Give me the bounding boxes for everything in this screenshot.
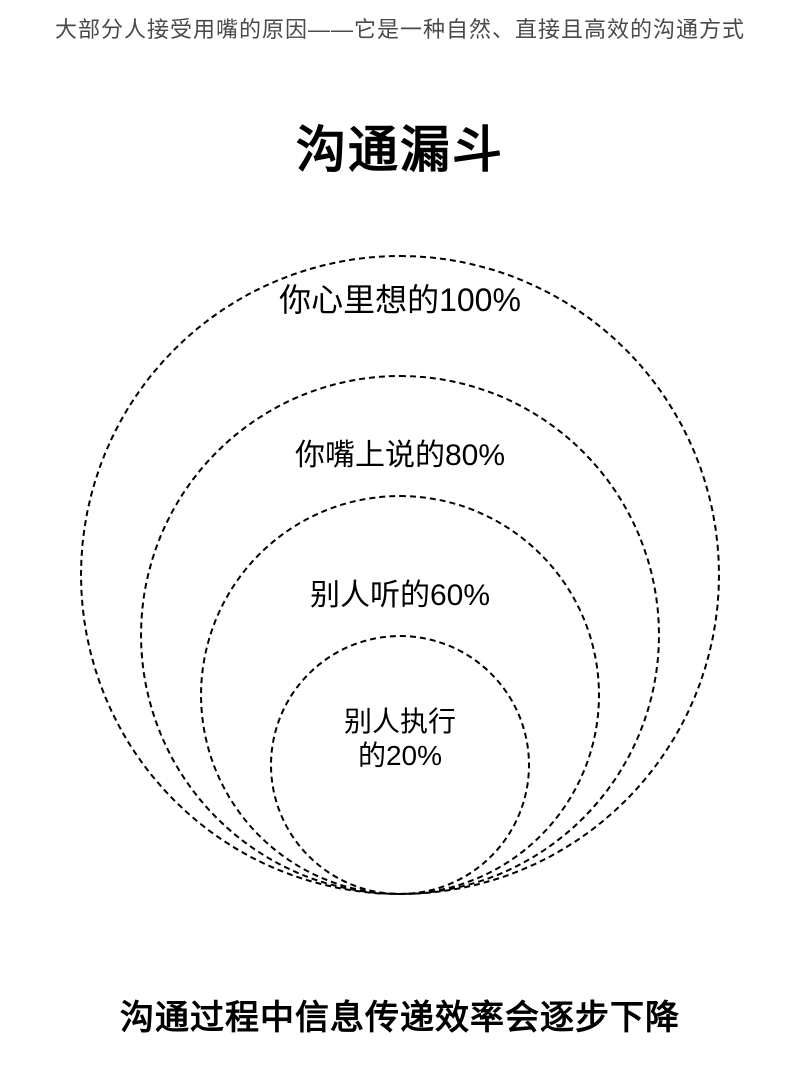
- funnel-ring-label-3: 别人执行的20%: [0, 705, 800, 772]
- funnel-diagram: 你心里想的100% 你嘴上说的80% 别人听的60% 别人执行的20%: [0, 210, 800, 910]
- footer-text: 沟通过程中信息传递效率会逐步下降: [0, 990, 800, 1039]
- diagram-title: 沟通漏斗: [0, 110, 800, 182]
- funnel-ring-label-1: 你嘴上说的80%: [0, 430, 800, 474]
- caption-text: 大部分人接受用嘴的原因——它是一种自然、直接且高效的沟通方式: [0, 12, 800, 44]
- funnel-ring-label-2: 别人听的60%: [0, 570, 800, 614]
- funnel-ring-label-0: 你心里想的100%: [0, 275, 800, 321]
